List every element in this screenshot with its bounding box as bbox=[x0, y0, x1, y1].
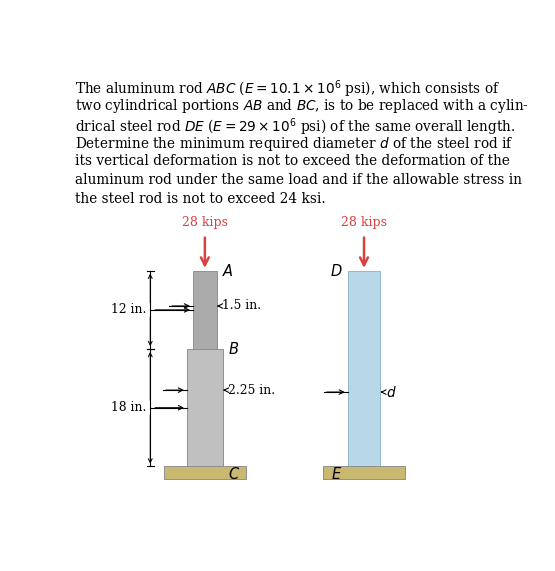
Text: the steel rod is not to exceed 24 ksi.: the steel rod is not to exceed 24 ksi. bbox=[74, 192, 325, 206]
Bar bbox=[347, 271, 380, 467]
Text: two cylindrical portions $\mathit{AB}$ and $\mathit{BC}$, is to be replaced with: two cylindrical portions $\mathit{AB}$ a… bbox=[74, 97, 528, 115]
Bar bbox=[187, 349, 223, 467]
Text: $A$: $A$ bbox=[222, 263, 234, 279]
Text: $E$: $E$ bbox=[331, 467, 342, 482]
Text: $d$: $d$ bbox=[386, 385, 396, 400]
Text: Determine the minimum required diameter $d$ of the steel rod if: Determine the minimum required diameter … bbox=[74, 135, 513, 153]
Text: 18 in.: 18 in. bbox=[110, 401, 146, 414]
Bar bbox=[193, 271, 217, 349]
Bar bbox=[323, 467, 405, 478]
Text: aluminum rod under the same load and if the allowable stress in: aluminum rod under the same load and if … bbox=[74, 172, 522, 187]
Text: its vertical deformation is not to exceed the deformation of the: its vertical deformation is not to excee… bbox=[74, 154, 509, 168]
Text: 28 kips: 28 kips bbox=[182, 216, 228, 230]
Text: $D$: $D$ bbox=[330, 263, 342, 279]
Text: 28 kips: 28 kips bbox=[341, 216, 387, 230]
Text: $C$: $C$ bbox=[228, 467, 240, 482]
Text: 1.5 in.: 1.5 in. bbox=[222, 299, 261, 312]
Text: drical steel rod $\mathit{DE}$ ($E = 29 \times 10^6$ psi) of the same overall le: drical steel rod $\mathit{DE}$ ($E = 29 … bbox=[74, 116, 515, 138]
Text: 2.25 in.: 2.25 in. bbox=[228, 384, 275, 397]
Text: 12 in.: 12 in. bbox=[110, 303, 146, 316]
Text: $B$: $B$ bbox=[228, 341, 239, 357]
Text: The aluminum rod $\mathit{ABC}$ ($E = 10.1 \times 10^6$ psi), which consists of: The aluminum rod $\mathit{ABC}$ ($E = 10… bbox=[74, 78, 500, 100]
Bar bbox=[164, 467, 246, 478]
